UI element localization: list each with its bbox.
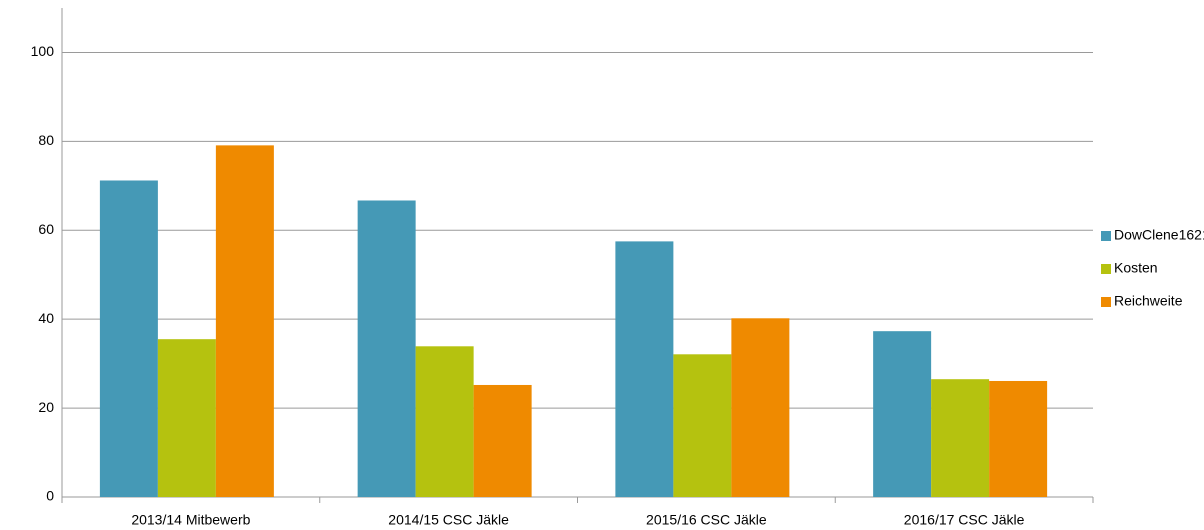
bar bbox=[357, 200, 416, 498]
y-tick-label: 100 bbox=[31, 43, 55, 59]
x-tick-label: 2016/17 CSC Jäkle bbox=[904, 512, 1025, 528]
legend-label: Kosten bbox=[1114, 260, 1158, 276]
bar bbox=[157, 339, 216, 497]
bar bbox=[989, 380, 1048, 497]
y-tick-label: 0 bbox=[46, 488, 54, 504]
legend-label: Reichweite bbox=[1114, 293, 1183, 309]
bar bbox=[415, 346, 474, 497]
legend-swatch bbox=[1101, 231, 1111, 241]
y-tick-label: 40 bbox=[38, 310, 54, 326]
bar bbox=[615, 241, 674, 497]
legend-swatch bbox=[1101, 264, 1111, 274]
bar bbox=[931, 379, 990, 497]
y-tick-label: 20 bbox=[38, 399, 54, 415]
x-tick-label: 2014/15 CSC Jäkle bbox=[388, 512, 509, 528]
bar bbox=[99, 180, 158, 497]
x-tick-label: 2013/14 Mitbewerb bbox=[131, 512, 250, 528]
y-tick-label: 60 bbox=[38, 221, 54, 237]
bar bbox=[873, 331, 932, 497]
bar bbox=[473, 384, 532, 497]
x-tick-label: 2015/16 CSC Jäkle bbox=[646, 512, 767, 528]
legend-swatch bbox=[1101, 297, 1111, 307]
bar bbox=[215, 145, 274, 497]
y-tick-label: 80 bbox=[38, 132, 54, 148]
legend-label: DowClene1621 bbox=[1114, 227, 1204, 243]
bar bbox=[673, 354, 732, 497]
bar bbox=[731, 318, 790, 497]
